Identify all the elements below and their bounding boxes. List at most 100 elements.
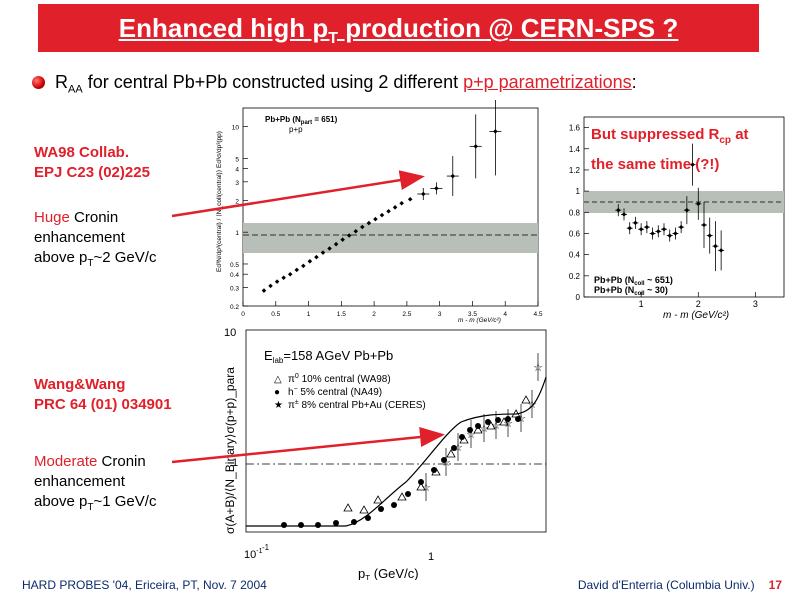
plot1-frame (242, 107, 539, 307)
plot1-ytick-label: 5 (235, 156, 239, 163)
plot3-wa98-point (459, 435, 469, 444)
plot3-na49-point (365, 515, 371, 521)
plot3-xtick-sup: -1 (262, 543, 270, 552)
plot3-na49-point (298, 522, 304, 528)
plot3-wa98-point (499, 417, 509, 426)
plot1-ytick-label: 0.2 (230, 304, 239, 311)
plot1-data-point (373, 216, 378, 222)
plot2-xtick-label: 1 (639, 299, 644, 309)
plot3-na49-point (418, 479, 424, 485)
plot3-wa98-point (373, 495, 383, 504)
wang-wang-plot: Elab=158 AGeV Pb+Pb △ π0 10% central (WA9… (223, 327, 547, 580)
plot3-na49-point (467, 427, 473, 433)
plot3-ytick-1: 1 (232, 457, 238, 469)
plot2-ytick-label: 0.8 (569, 208, 581, 217)
plot3-wa98-point (446, 449, 456, 458)
plot1-xlabel: m - m (GeV/c²) (458, 317, 501, 324)
plot3-ceres-point: ☆ (503, 418, 513, 430)
rcp-note: But suppressed Rcp at the same time (?!) (591, 126, 749, 173)
plot3-ceres-point: ☆ (527, 399, 537, 411)
moderate-cronin-note: Moderate Cronin enhancement above pT~1 G… (34, 453, 157, 513)
plot2-ytick-label: 1 (576, 187, 581, 196)
plot2-data-point (701, 222, 707, 228)
plot2-xtick-label: 3 (753, 299, 758, 309)
plot3-ceres-point: ☆ (421, 482, 431, 494)
plot3-na49-point (315, 522, 321, 528)
plot3-wa98-point (397, 492, 407, 501)
plot1-data-point (327, 246, 332, 251)
plot1-ytick-label: 3 (235, 180, 239, 187)
plot3-ytick-bottom: 10-1 (244, 548, 263, 561)
plot3-na49-point (441, 457, 447, 463)
page-number: 17 (768, 578, 782, 592)
plot2-ytick-label: 1.6 (569, 124, 581, 133)
plot3-legend-symbol: ★ (274, 400, 283, 411)
plot1-legend-pp: p+p (289, 125, 303, 134)
plot1-xtick-label: 0 (241, 311, 245, 318)
plot3-legend-symbol: ● (274, 387, 280, 398)
plot3-wa98-point (416, 482, 426, 491)
plot3-na49-point (391, 502, 397, 508)
plot1-ytick-label: 0.5 (230, 262, 239, 269)
plot1-xtick-label: 4.5 (533, 311, 542, 318)
plot2-legend-2: Pb+Pb (Ncoll ~ 30) (594, 285, 668, 297)
plot1-data-point (320, 250, 326, 255)
plot3-ceres-point: ☆ (441, 457, 451, 469)
plot3-ceres-point: ☆ (466, 429, 476, 441)
plot1-data-point (261, 288, 267, 293)
plot2-ytick-label: 1.2 (569, 166, 581, 175)
plot3-na49-point (515, 416, 521, 422)
wa98-reference: WA98 Collab. EPJ C23 (02)225 (34, 144, 150, 181)
plot3-na49-point (405, 491, 411, 497)
wang-reference: Wang&Wang PRC 64 (01) 034901 (34, 376, 172, 413)
plot3-xtick-1: 1 (428, 551, 434, 563)
plot3-ceres-point: ☆ (453, 442, 463, 454)
plot3-legend-label: h− 5% central (NA49) (288, 386, 382, 398)
plot1-xtick-label: 4 (503, 311, 507, 318)
plot1-xtick-label: 2 (372, 311, 376, 318)
plot2-legend-1: Pb+Pb (Ncoll ~ 651) (594, 275, 673, 287)
plot1-data-point (360, 224, 365, 230)
plot1-xtick-label: 2.5 (402, 311, 411, 318)
plot3-legend-label: π± 8% central Pb+Au (CERES) (288, 399, 426, 411)
plot3-ceres-point: ☆ (516, 413, 526, 425)
plot3-na49-point (495, 417, 501, 423)
plot3-na49-point (485, 419, 491, 425)
footer-conference: HARD PROBES '04, Ericeira, PT, Nov. 7 20… (22, 578, 267, 592)
plot1-ytick-label: 2 (235, 198, 239, 205)
pp-parametrizations-link[interactable]: p+p parametrizations (463, 72, 632, 92)
plot1-xtick-label: 3 (438, 311, 442, 318)
plot3-na49-point (459, 434, 465, 440)
plot3-wa98-point (511, 409, 521, 418)
plot3-wa98-point (473, 425, 483, 434)
plot3-wa98-point (486, 421, 496, 430)
plot3-wa98-point (343, 503, 353, 512)
plot1-data-point (340, 237, 345, 242)
plot3-na49-point (378, 506, 384, 512)
plot3-na49-point (281, 522, 287, 528)
plot1-legend-pbpb: Pb+Pb (Npart = 651) (265, 115, 338, 126)
plot1-xtick-label: 1 (307, 311, 311, 318)
plot2-ytick-label: 0.4 (569, 251, 581, 260)
plot2-ytick-label: 1.4 (569, 145, 581, 154)
footer-author: David d'Enterria (Columbia Univ.) 17 (577, 578, 782, 592)
plot3-wa98-point (521, 395, 531, 404)
plot1-ytick-label: 4 (235, 167, 239, 174)
plot2-ytick-label: 0.2 (569, 272, 581, 281)
plot1-xtick-label: 1.5 (337, 311, 346, 318)
slide-title: Enhanced high pT production @ CERN-SPS ? (38, 4, 759, 52)
plot1-ytick-label: 0.4 (230, 272, 239, 279)
plot3-ylabel: σ(A+B)/⟨N_Binary⟩σ(p+p)_para (223, 367, 237, 534)
plot1-xtick-label: 3.5 (468, 311, 477, 318)
plot3-legend-symbol: △ (274, 374, 282, 385)
plot1-ylabel: Ed³N/dp³(central) / ⟨N_coll(central)⟩ Ed… (215, 131, 223, 272)
plot2-data-point (661, 226, 667, 232)
plot3-ceres-point: ☆ (479, 423, 489, 435)
plot3-legend-label: π0 10% central (WA98) (288, 373, 391, 385)
plot2-xlabel: m - m (GeV/c²) (663, 310, 729, 321)
plot3-ceres-point: ☆ (491, 420, 501, 432)
plot2-data-point (621, 212, 627, 217)
plot1-ytick-label: 1 (235, 230, 239, 237)
rcp-plot: Pb+Pb (Ncoll ~ 651) Pb+Pb (Ncoll ~ 30) m… (569, 116, 785, 321)
plot3-na49-point (451, 445, 457, 451)
